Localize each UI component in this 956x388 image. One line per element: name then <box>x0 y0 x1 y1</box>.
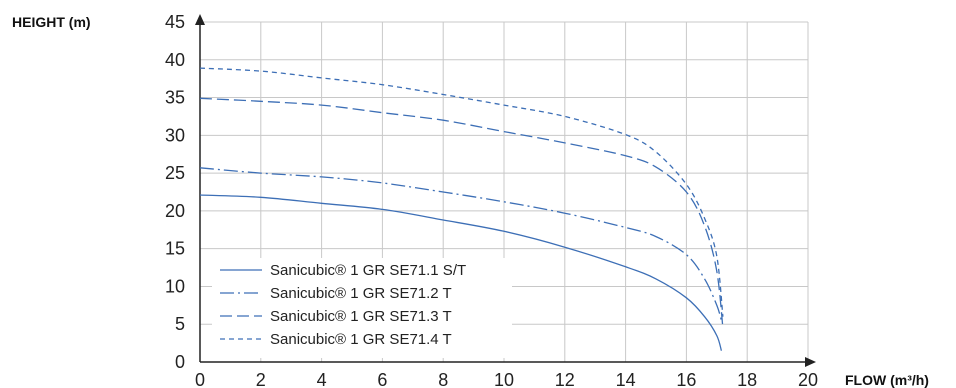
x-tick-label: 0 <box>195 370 205 388</box>
x-tick-label: 4 <box>317 370 327 388</box>
y-tick-label: 5 <box>175 314 185 334</box>
y-tick-label: 20 <box>165 201 185 221</box>
x-tick-label: 18 <box>737 370 757 388</box>
axes <box>195 14 816 367</box>
series-line-4 <box>199 67 724 317</box>
x-tick-label: 8 <box>438 370 448 388</box>
x-tick-labels: 0 2 4 6 8 10 12 14 16 18 20 <box>195 370 818 388</box>
series-line-1 <box>199 194 723 351</box>
y-tick-label: 30 <box>165 125 185 145</box>
legend-label-2: Sanicubic® 1 GR SE71.2 T <box>270 285 452 302</box>
y-tick-label: 35 <box>165 88 185 108</box>
y-tick-label: 10 <box>165 276 185 296</box>
x-tick-label: 12 <box>555 370 575 388</box>
legend-label-3: Sanicubic® 1 GR SE71.3 T <box>270 308 452 325</box>
y-tick-label: 0 <box>175 352 185 372</box>
series-line-2 <box>199 167 723 321</box>
y-tick-label: 15 <box>165 239 185 259</box>
x-tick-label: 10 <box>494 370 514 388</box>
legend-background <box>212 258 512 358</box>
y-tick-label: 25 <box>165 163 185 183</box>
x-tick-label: 14 <box>616 370 636 388</box>
legend-label-4: Sanicubic® 1 GR SE71.4 T <box>270 331 452 348</box>
y-tick-label: 40 <box>165 50 185 70</box>
y-tick-labels: 0 5 10 15 20 25 30 35 40 45 <box>165 12 185 372</box>
series-lines <box>199 67 724 351</box>
x-tick-label: 6 <box>377 370 387 388</box>
y-axis-title: HEIGHT (m) <box>12 14 91 30</box>
y-tick-label: 45 <box>165 12 185 32</box>
x-tick-label: 20 <box>798 370 818 388</box>
x-axis-title: FLOW (m³/h) <box>845 372 929 388</box>
x-tick-label: 16 <box>676 370 696 388</box>
x-tick-label: 2 <box>256 370 266 388</box>
y-axis-arrow <box>195 14 205 25</box>
series-line-3 <box>199 97 724 329</box>
x-axis-arrow <box>805 357 816 367</box>
legend-label-1: Sanicubic® 1 GR SE71.1 S/T <box>270 262 466 279</box>
legend: Sanicubic® 1 GR SE71.1 S/T Sanicubic® 1 G… <box>212 258 512 358</box>
